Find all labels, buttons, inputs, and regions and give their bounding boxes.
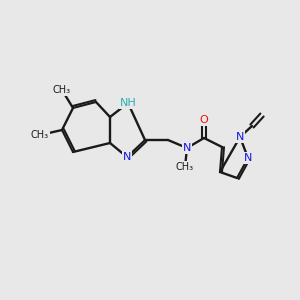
Text: CH₃: CH₃ — [53, 85, 71, 95]
Text: N: N — [183, 143, 191, 153]
Text: CH₃: CH₃ — [176, 162, 194, 172]
Text: N: N — [236, 132, 244, 142]
Text: CH₃: CH₃ — [31, 130, 49, 140]
Text: N: N — [123, 152, 131, 162]
Text: O: O — [200, 115, 208, 125]
Text: NH: NH — [120, 98, 136, 108]
Text: N: N — [244, 153, 252, 163]
